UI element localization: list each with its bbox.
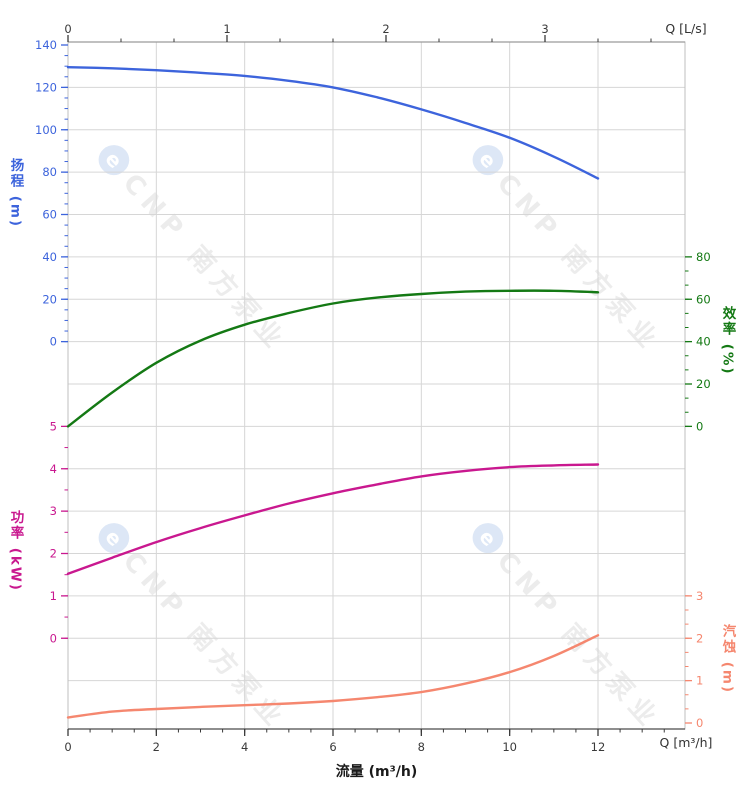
plot-border <box>67 41 686 730</box>
svg-text:1: 1 <box>50 589 57 603</box>
npsh-axis-ticks: 3 2 1 0 <box>685 589 703 730</box>
svg-text:2: 2 <box>50 547 57 561</box>
npsh-axis-title: 汽蚀 (m) <box>719 624 736 695</box>
svg-text:100: 100 <box>35 123 57 137</box>
svg-text:120: 120 <box>35 80 57 94</box>
svg-text:0: 0 <box>64 740 71 754</box>
svg-text:60: 60 <box>696 292 711 306</box>
svg-text:0: 0 <box>50 335 57 349</box>
npsh-curve <box>66 634 600 719</box>
svg-text:40: 40 <box>42 250 57 264</box>
svg-text:2: 2 <box>382 22 389 36</box>
svg-text:3: 3 <box>541 22 548 36</box>
svg-text:6: 6 <box>329 740 336 754</box>
efficiency-axis-title: 效率 (%) <box>719 306 736 376</box>
gridlines <box>68 42 685 729</box>
bottom-axis-ticks: 0 2 4 6 8 10 12 <box>64 729 665 754</box>
svg-text:0: 0 <box>50 631 57 645</box>
power-curve <box>66 463 600 575</box>
svg-text:4: 4 <box>241 740 248 754</box>
power-axis-ticks: 5 4 3 2 1 0 <box>50 419 68 645</box>
top-axis-ticks: 0 1 2 3 <box>64 22 652 42</box>
svg-text:3: 3 <box>50 504 57 518</box>
svg-text:60: 60 <box>42 208 57 222</box>
svg-text:0: 0 <box>64 22 71 36</box>
eff-axis-ticks: 80 60 40 20 0 <box>685 250 711 433</box>
flow-axis-title: 流量 (m³/h) <box>335 764 418 780</box>
bottom-axis-unit-label: Q [m³/h] <box>659 735 713 750</box>
svg-text:3: 3 <box>696 589 703 603</box>
svg-text:0: 0 <box>696 716 703 730</box>
svg-text:1: 1 <box>223 22 230 36</box>
svg-text:4: 4 <box>50 462 57 476</box>
svg-text:2: 2 <box>696 631 703 645</box>
svg-text:10: 10 <box>502 740 517 754</box>
svg-text:2: 2 <box>153 740 160 754</box>
svg-text:80: 80 <box>42 165 57 179</box>
svg-text:12: 12 <box>591 740 606 754</box>
svg-text:20: 20 <box>696 377 711 391</box>
eff-curve <box>66 289 600 428</box>
head-axis-title: 扬程 (m) <box>7 158 24 229</box>
svg-text:1: 1 <box>696 674 703 688</box>
head-axis-ticks: 140 120 100 80 60 40 20 0 <box>35 38 68 349</box>
svg-text:80: 80 <box>696 250 711 264</box>
svg-text:5: 5 <box>50 419 57 433</box>
svg-text:0: 0 <box>696 419 703 433</box>
top-axis-unit-label: Q [L/s] <box>665 21 707 36</box>
power-axis-title: 功率 (kW) <box>7 510 24 592</box>
svg-text:20: 20 <box>42 292 57 306</box>
svg-text:140: 140 <box>35 38 57 52</box>
head-curve <box>66 66 600 180</box>
svg-text:8: 8 <box>418 740 425 754</box>
svg-text:40: 40 <box>696 335 711 349</box>
